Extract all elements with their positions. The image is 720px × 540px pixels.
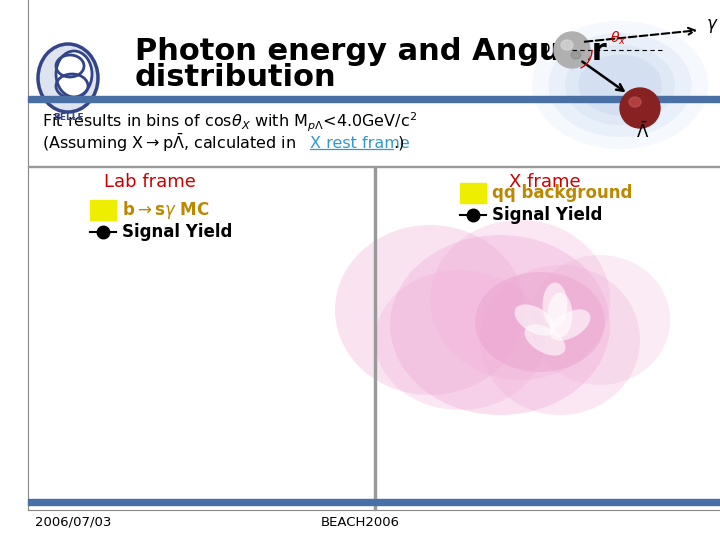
Ellipse shape [547,293,572,338]
Ellipse shape [390,235,610,415]
Ellipse shape [430,220,610,380]
Ellipse shape [335,225,525,395]
Text: distribution: distribution [135,63,337,91]
Ellipse shape [571,51,581,59]
Text: Photon energy and Angular: Photon energy and Angular [135,37,607,66]
Text: $\bar{\Lambda}$: $\bar{\Lambda}$ [636,122,649,142]
Ellipse shape [515,305,555,336]
Text: b$\rightarrow$s$\gamma$ MC: b$\rightarrow$s$\gamma$ MC [122,199,210,221]
Text: Signal Yield: Signal Yield [492,206,603,224]
Text: (Assuming X$\rightarrow$p$\bar{\Lambda}$, calculated in: (Assuming X$\rightarrow$p$\bar{\Lambda}$… [42,132,297,154]
Text: X rest frame: X rest frame [310,136,410,151]
Circle shape [554,32,590,68]
Ellipse shape [375,270,545,410]
Text: BELLE: BELLE [53,113,84,123]
Circle shape [620,88,660,128]
Ellipse shape [530,255,670,385]
Text: Fit results in bins of cos$\theta$$_X$ with M$_{p\Lambda}$<4.0GeV/c$^2$: Fit results in bins of cos$\theta$$_X$ w… [42,110,417,133]
Bar [460,183,486,203]
Ellipse shape [38,44,98,112]
Bar [374,167,376,510]
Text: 2006/07/03: 2006/07/03 [35,516,112,529]
Bar [90,200,116,220]
Text: .): .) [393,136,405,151]
Text: p: p [539,39,550,57]
Ellipse shape [565,45,675,125]
Ellipse shape [561,40,573,50]
Ellipse shape [578,55,662,116]
Ellipse shape [525,325,565,356]
Ellipse shape [56,51,92,97]
Ellipse shape [532,21,708,149]
Text: qq background: qq background [492,184,632,202]
Ellipse shape [475,272,605,372]
Bar [28,499,720,505]
Text: $\gamma$: $\gamma$ [706,17,719,35]
Bar [28,165,720,167]
Text: $\theta_x$: $\theta_x$ [610,29,626,46]
Text: Signal Yield: Signal Yield [122,223,233,241]
Ellipse shape [480,265,640,415]
Text: Lab frame: Lab frame [104,173,196,191]
Ellipse shape [549,33,691,137]
Text: BEACH2006: BEACH2006 [320,516,400,529]
Ellipse shape [629,97,641,107]
Bar [28,96,720,102]
Ellipse shape [542,282,567,327]
Ellipse shape [549,309,590,341]
Text: X frame: X frame [509,173,581,191]
